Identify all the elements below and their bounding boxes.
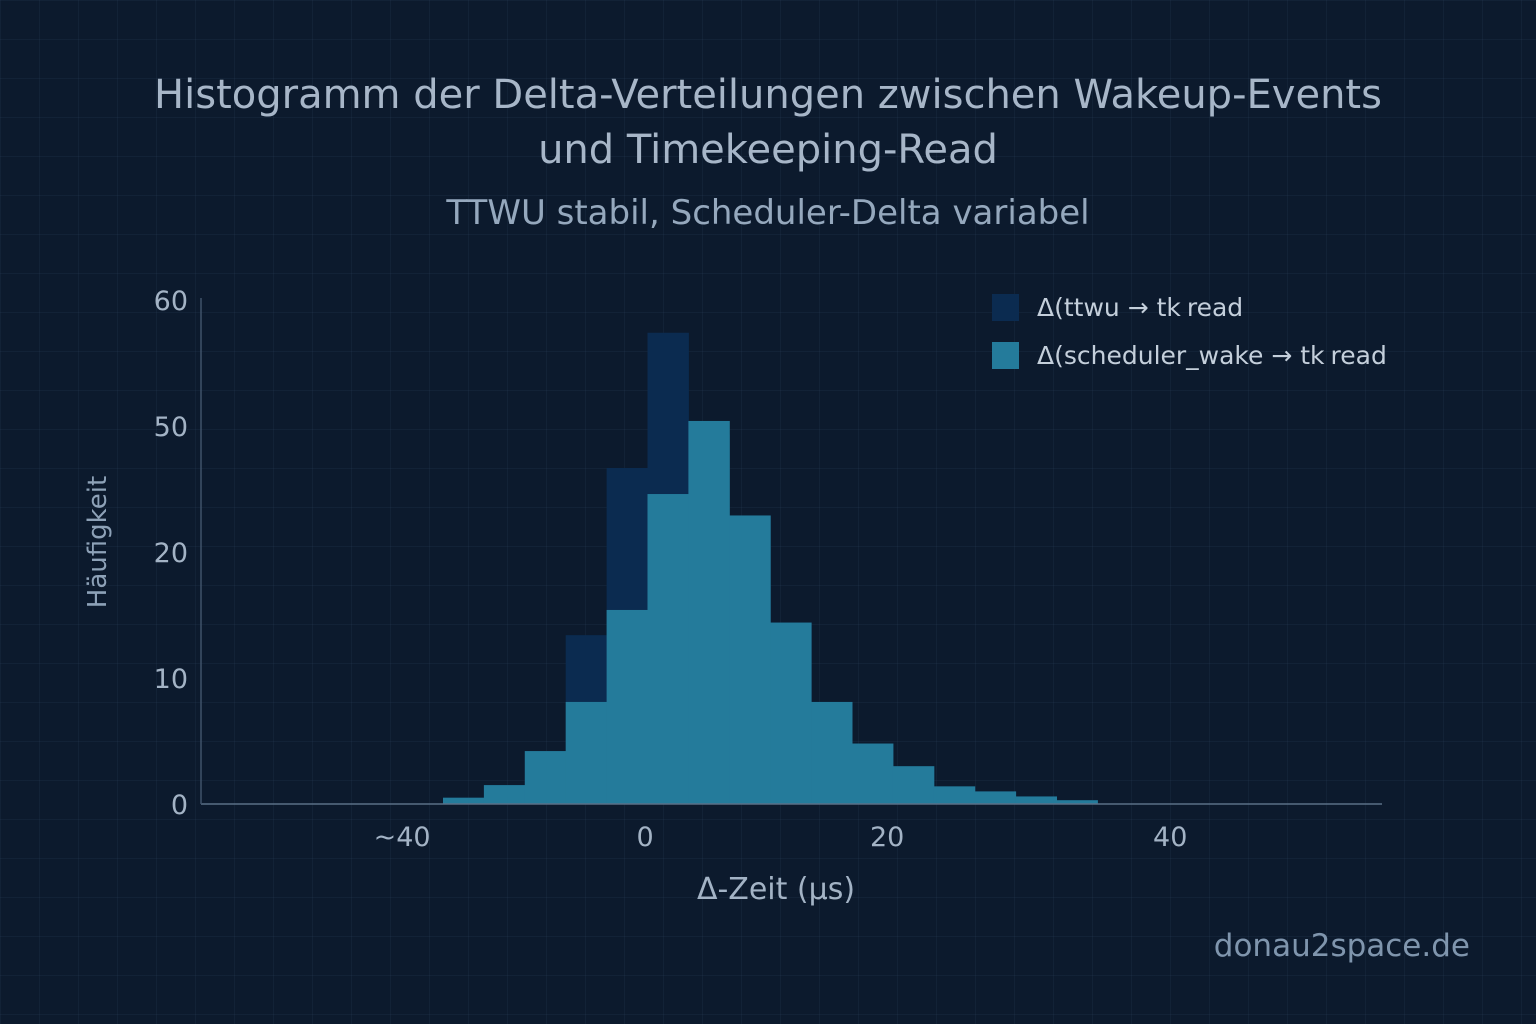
bar-scheduler-wake [688,420,730,804]
legend-sub-scheduler-wake: read [1330,341,1387,370]
legend-swatch-scheduler-wake [992,342,1019,369]
bar-scheduler-wake [852,743,894,804]
x-tick-label: 20 [870,822,904,853]
chart-subtitle: TTWU stabil, Scheduler-Delta variabel [446,193,1090,233]
bar-scheduler-wake [647,494,689,804]
y-axis-label: Häufigkeit [83,475,113,609]
y-tick-label: 20 [154,538,188,569]
x-tick-label: ~40 [374,822,431,853]
y-tick-label: 50 [154,412,188,443]
bar-scheduler-wake [892,766,935,804]
legend-label-ttwu: Δ(ttwu → tk [1037,293,1181,322]
bar-scheduler-wake [933,786,976,804]
legend-label-scheduler-wake: Δ(scheduler_wake → tk [1037,341,1325,370]
legend-swatch-ttwu [992,294,1019,321]
bar-scheduler-wake [1015,796,1057,804]
x-tick-label: 40 [1153,822,1187,853]
bar-scheduler-wake [1056,800,1098,804]
y-tick-label: 0 [171,790,188,821]
legend-item-scheduler-wake: Δ(scheduler_wake → tk read [992,341,1387,370]
legend-item-ttwu: Δ(ttwu → tk read [992,293,1243,322]
chart-title-line-2: und Timekeeping-Read [538,127,998,173]
bar-scheduler-wake [770,622,812,804]
x-axis-label: Δ-Zeit (μs) [696,872,856,907]
bar-scheduler-wake [729,515,771,804]
bar-scheduler-wake [565,701,608,804]
legend-sub-ttwu: read [1186,293,1244,322]
watermark: donau2space.de [1213,928,1470,964]
chart-title: Histogramm der Delta-Verteilungen zwisch… [0,68,1536,178]
chart-title-line-1: Histogramm der Delta-Verteilungen zwisch… [154,72,1382,118]
bar-scheduler-wake [524,751,567,804]
bar-scheduler-wake [606,609,648,804]
bar-scheduler-wake [443,797,485,804]
bar-scheduler-wake [811,701,853,804]
bar-scheduler-wake [974,791,1017,804]
bar-scheduler-wake [483,785,526,804]
y-tick-label: 60 [154,286,188,317]
x-tick-label: 0 [636,822,653,853]
y-tick-label: 10 [154,664,188,695]
